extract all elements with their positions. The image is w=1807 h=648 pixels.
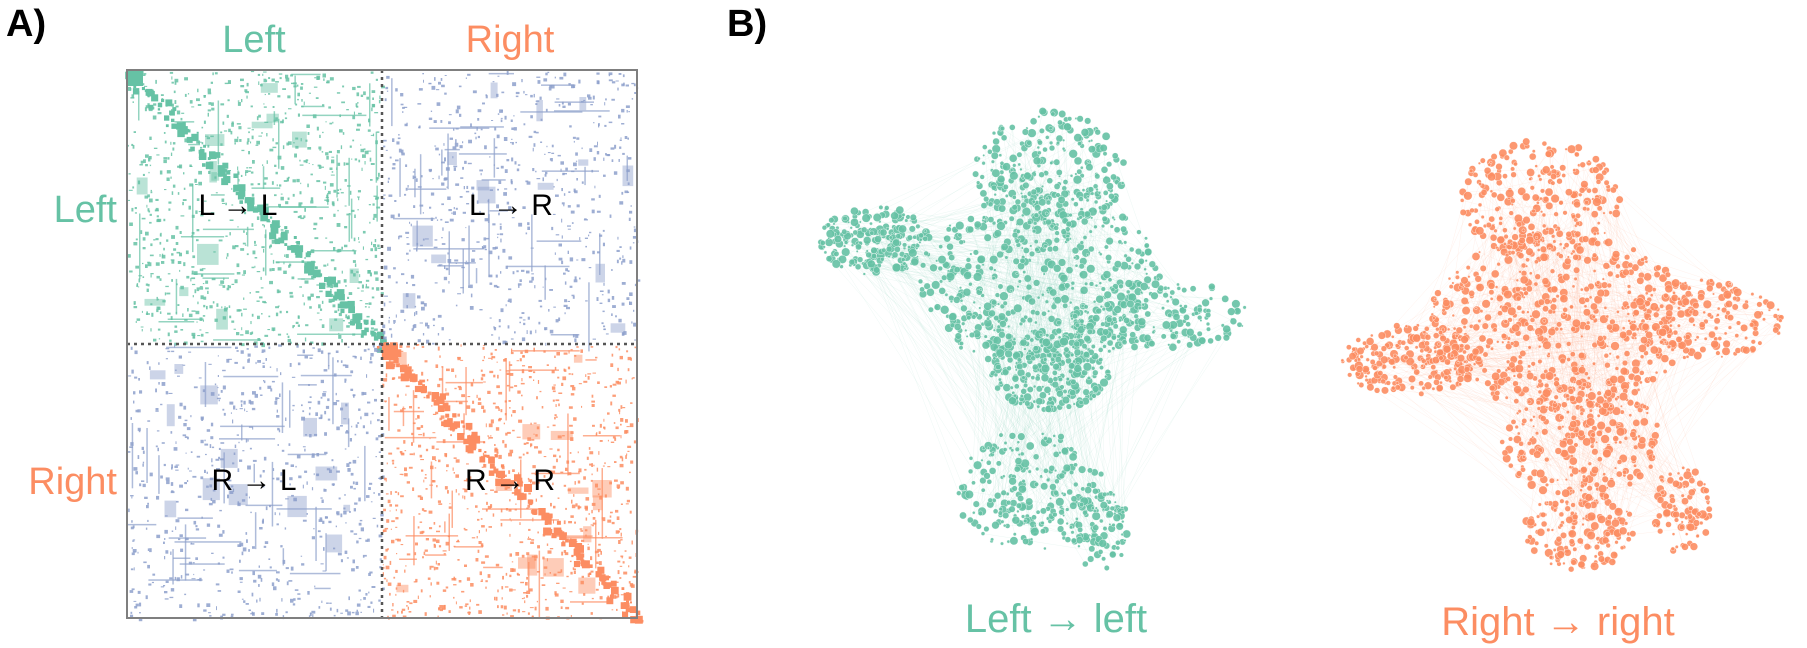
row-label-left: Left xyxy=(54,189,118,231)
matrix-connections xyxy=(125,70,644,624)
matrix-frame xyxy=(126,69,638,619)
row-label-right: Right xyxy=(28,461,117,503)
quadrant-label-ll: L → L xyxy=(199,189,278,222)
col-label-left: Left xyxy=(222,19,286,61)
right-network-caption: Right → right xyxy=(1441,600,1674,644)
left-network-caption: Left → left xyxy=(965,597,1147,641)
quadrant-label-rr: R → R xyxy=(465,464,555,497)
quadrant-label-lr: L → R xyxy=(469,189,553,222)
panel-a-label: A) xyxy=(6,3,46,45)
adjacency-matrix xyxy=(125,69,644,624)
quadrant-label-rl: R → L xyxy=(211,464,296,497)
left-network-graph xyxy=(817,107,1247,571)
col-label-right: Right xyxy=(466,19,555,61)
panel-b-label: B) xyxy=(727,3,767,45)
right-network-graph xyxy=(1340,137,1785,573)
